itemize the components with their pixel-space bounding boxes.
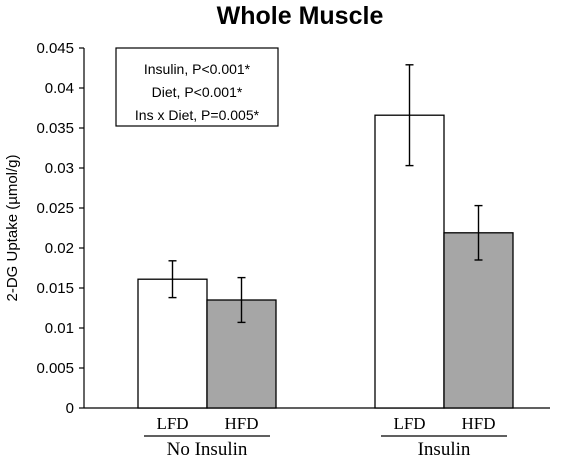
y-tick-label: 0.045 xyxy=(36,40,74,57)
y-tick-label: 0.005 xyxy=(36,360,74,377)
y-tick-label: 0.04 xyxy=(45,80,74,97)
bar-lfd-no-insulin xyxy=(137,278,208,409)
bar-label: LFD xyxy=(393,414,425,433)
error-bar xyxy=(405,64,414,167)
y-tick-label: 0.025 xyxy=(36,200,74,217)
y-tick-label: 0.02 xyxy=(45,240,74,257)
y-axis: 0 0.005 0.01 0.015 0.02 0.025 0.03 0.035 0.04 0.0… xyxy=(36,40,85,417)
bar-label: LFD xyxy=(156,414,188,433)
y-axis-label: 2-DG Uptake (µmol/g) xyxy=(4,154,21,301)
chart-title: Whole Muscle xyxy=(217,2,384,30)
bar-label: HFD xyxy=(461,414,495,433)
y-tick-label: 0.01 xyxy=(45,320,74,337)
y-tick-label: 0 xyxy=(66,400,74,417)
annotation-interaction: Ins x Diet, P=0.005* xyxy=(135,107,260,123)
stats-annotation-box: Insulin, P<0.001* Diet, P<0.001* Ins x D… xyxy=(115,47,279,127)
group-label: No Insulin xyxy=(167,439,248,458)
error-bar xyxy=(168,260,177,299)
group-label: Insulin xyxy=(418,439,471,458)
y-tick-label: 0.03 xyxy=(45,160,74,177)
y-tick-label: 0.015 xyxy=(36,280,74,297)
error-bar xyxy=(474,204,483,261)
annotation-insulin: Insulin, P<0.001* xyxy=(144,61,251,77)
error-bar xyxy=(237,276,246,324)
y-tick-label: 0.035 xyxy=(36,120,74,137)
bar-label: HFD xyxy=(224,414,258,433)
annotation-diet: Diet, P<0.001* xyxy=(152,84,243,100)
